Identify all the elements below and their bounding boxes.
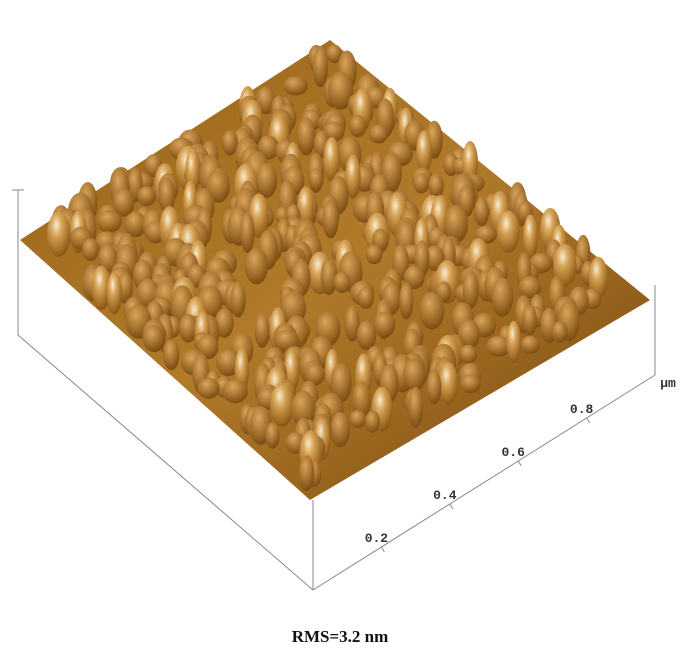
bump [344,305,360,342]
bump [330,363,352,403]
bump [419,291,445,330]
tick-label: 0.6 [501,445,525,460]
bump [348,115,367,138]
tick-label: 0.4 [433,488,457,503]
bump [496,210,520,254]
bump [265,421,280,449]
bump [323,137,340,182]
bump [322,199,339,239]
surface-texture [47,44,608,491]
bump [357,286,374,309]
bump [323,121,345,142]
bump [403,358,426,393]
bump [443,205,469,243]
bump [320,258,338,296]
bump [365,410,380,433]
bump [326,44,342,64]
bump [399,282,414,320]
tick-mark [380,546,385,553]
bump [553,243,577,287]
bump [283,76,309,96]
bump [416,130,433,175]
bump [216,349,241,377]
bump [356,320,377,351]
bump [222,379,249,404]
tick-label: 0.8 [570,402,594,417]
bump [240,211,255,253]
bump [230,281,246,318]
bump [312,45,329,88]
bump [305,363,325,386]
bump [330,412,350,448]
axis-unit: µm [660,376,676,391]
bump [299,455,315,491]
bump [112,188,135,217]
caption: RMS=3.2 nm [292,627,389,646]
tick-label: 0.2 [365,531,389,546]
bump [491,277,514,317]
bump [197,377,220,399]
bump [365,244,383,265]
bump [413,172,430,194]
bump [373,311,396,338]
bump [96,210,122,233]
bump [333,271,351,294]
bump [178,313,198,343]
bump [474,197,489,227]
bump [408,386,424,428]
axes [12,189,656,591]
bump [254,312,270,348]
bump [486,336,512,357]
bump [106,272,122,315]
bump [506,320,522,364]
bump [274,329,300,352]
bump [308,168,324,191]
bump [163,339,180,371]
bump [221,129,238,156]
bump [142,325,165,352]
bump [159,177,175,215]
bump [523,214,538,260]
bump [297,186,315,229]
bump [197,334,219,360]
bump [327,71,354,110]
bump [438,362,458,405]
bump [255,163,278,198]
bump [403,265,425,290]
bump [47,211,71,258]
bump [458,344,478,364]
bump [520,335,541,354]
bump [428,173,444,199]
bump [424,245,445,271]
bump [124,211,147,238]
bump [462,270,479,309]
bump [244,247,269,285]
bump [426,370,442,405]
bump [522,304,537,336]
bump [368,124,389,144]
bump [588,256,608,299]
bump [214,308,234,338]
bump [137,186,156,206]
tick-mark [449,503,454,510]
axis-ticks: 0.2 0.4 0.6 0.8 [365,402,594,553]
bump [459,374,482,394]
bump [81,238,99,262]
bump [352,380,371,419]
bump [349,410,367,429]
bump [255,86,276,115]
bump [296,117,316,156]
bump [291,390,316,428]
tick-mark [586,417,591,424]
bump [345,154,361,199]
bump [257,135,279,160]
bump [551,321,568,343]
bump [92,265,111,311]
tick-mark [517,460,522,467]
bump [518,276,542,299]
bump [270,382,295,427]
